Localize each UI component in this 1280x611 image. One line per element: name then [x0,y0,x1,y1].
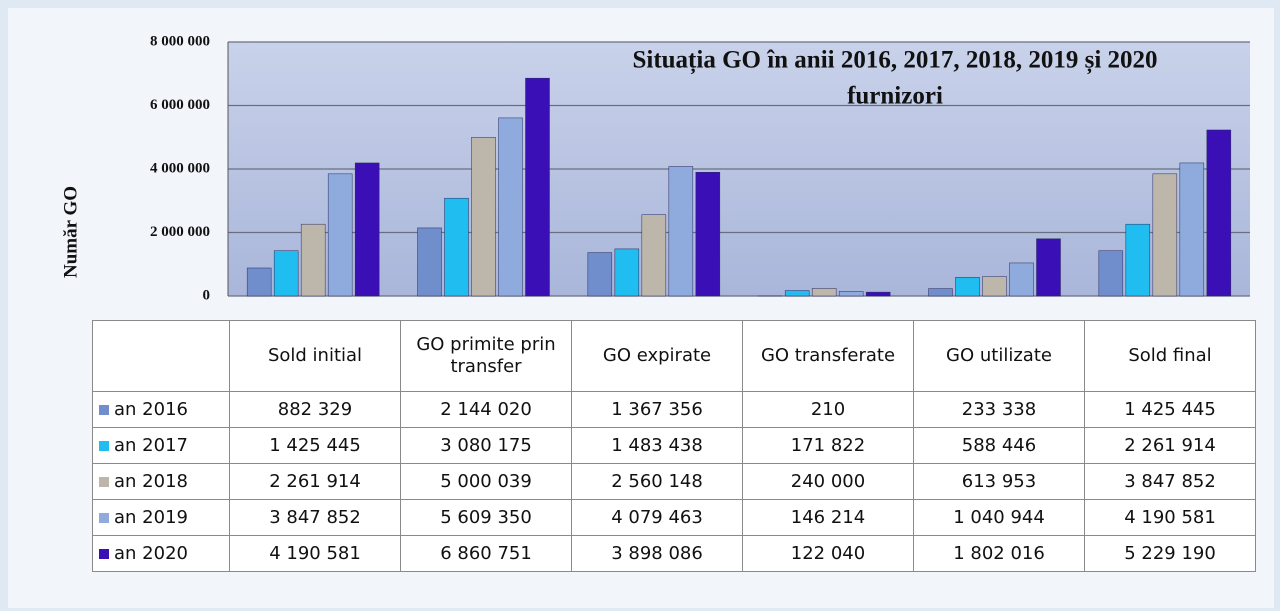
category-label: Sold initial [229,320,401,392]
legend-marker [99,477,109,487]
bar [1009,262,1034,297]
legend-marker [99,549,109,559]
value-cell: 3 847 852 [229,499,401,536]
bar [614,248,640,297]
value-cell: 1 425 445 [229,427,401,464]
value-cell: 6 860 751 [400,535,572,572]
value-cell: 3 898 086 [571,535,743,572]
legend-cell: an 2019 [92,499,230,536]
bar [1125,223,1151,297]
series-row: an 2016 882 329 2 144 020 1 367 356 210 233 3… [92,391,1256,428]
bar [498,117,523,297]
value-cell: 146 214 [742,499,914,536]
value-cell: 1 040 944 [913,499,1085,536]
value-cell: 5 000 039 [400,463,572,500]
value-cell: 2 560 148 [571,463,743,500]
value-cell: 5 609 350 [400,499,572,536]
value-cell: 2 261 914 [229,463,401,500]
bar [525,77,550,297]
bar [327,173,353,297]
bar [354,162,380,297]
value-cell: 4 079 463 [571,499,743,536]
value-cell: 1 425 445 [1084,391,1256,428]
corner-cell [92,320,230,392]
value-cell: 3 080 175 [400,427,572,464]
legend-cell: an 2016 [92,391,230,428]
value-cell: 1 802 016 [913,535,1085,572]
value-cell: 2 261 914 [1084,427,1256,464]
bar [1179,162,1205,297]
bar [784,290,810,297]
legend-label: an 2020 [114,543,188,564]
category-label: GO transferate [742,320,914,392]
bar [444,197,469,297]
value-cell: 1 367 356 [571,391,743,428]
bar [865,291,891,297]
bar [641,214,667,297]
bar [838,291,864,297]
category-label: GO expirate [571,320,743,392]
bar [246,267,272,297]
bar [1036,238,1061,297]
value-cell: 122 040 [742,535,914,572]
data-table: Sold initial GO primite prin transfer GO e… [92,320,1256,572]
legend-label: an 2016 [114,399,188,420]
value-cell: 1 483 438 [571,427,743,464]
y-tick-label: 8 000 000 [150,33,210,49]
value-cell: 233 338 [913,391,1085,428]
value-cell: 2 144 020 [400,391,572,428]
bar [587,252,613,297]
value-cell: 882 329 [229,391,401,428]
y-tick-label: 2 000 000 [150,224,210,240]
legend-marker [99,405,109,415]
series-row: an 2020 4 190 581 6 860 751 3 898 086 122 04… [92,535,1256,572]
bar [471,136,496,297]
header-row: Sold initial GO primite prin transfer GO e… [92,320,1256,392]
category-label: GO utilizate [913,320,1085,392]
value-cell: 171 822 [742,427,914,464]
bar [273,250,299,297]
bar [695,171,721,297]
value-cell: 588 446 [913,427,1085,464]
y-axis-label: Număr GO [60,186,81,278]
y-tick-label: 6 000 000 [150,97,210,113]
legend-label: an 2019 [114,507,188,528]
bar [811,288,837,297]
value-cell: 3 847 852 [1084,463,1256,500]
bar [955,277,980,297]
value-cell: 4 190 581 [1084,499,1256,536]
series-row: an 2019 3 847 852 5 609 350 4 079 463 146 21… [92,499,1256,536]
legend-label: an 2017 [114,435,188,456]
value-cell: 613 953 [913,463,1085,500]
value-cell: 5 229 190 [1084,535,1256,572]
legend-cell: an 2020 [92,535,230,572]
legend-label: an 2018 [114,471,188,492]
bar [928,288,953,297]
bar [1152,173,1178,297]
bar [1098,250,1124,297]
category-label: Sold final [1084,320,1256,392]
legend-cell: an 2018 [92,463,230,500]
series-row: an 2018 2 261 914 5 000 039 2 560 148 240 00… [92,463,1256,500]
legend-cell: an 2017 [92,427,230,464]
value-cell: 210 [742,391,914,428]
category-label: GO primite prin transfer [400,320,572,392]
series-row: an 2017 1 425 445 3 080 175 1 483 438 171 82… [92,427,1256,464]
value-cell: 240 000 [742,463,914,500]
y-tick-label: 4 000 000 [150,160,210,176]
bar [300,223,326,297]
bar [668,166,694,297]
bar [1206,129,1232,297]
legend-marker [99,513,109,523]
bar [417,227,442,297]
chart-title: Situația GO în anii 2016, 2017, 2018, 20… [632,47,1157,75]
value-cell: 4 190 581 [229,535,401,572]
y-tick-label: 0 [203,287,211,303]
bar [982,276,1007,297]
legend-marker [99,441,109,451]
